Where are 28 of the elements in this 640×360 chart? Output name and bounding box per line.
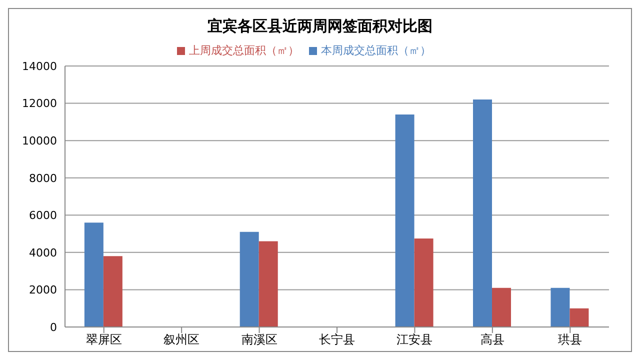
bar <box>473 100 492 327</box>
chart-title: 宜宾各区县近两周网签面积对比图 <box>206 16 434 37</box>
x-tick-label: 高县 <box>480 332 504 347</box>
legend-label: 上周成交总面积（㎡） <box>189 44 299 57</box>
y-tick-label: 4000 <box>29 246 57 260</box>
y-tick-label: 12000 <box>22 97 57 110</box>
x-tick-label: 翠屏区 <box>86 332 122 347</box>
y-tick-label: 0 <box>50 320 57 334</box>
bar <box>414 238 434 327</box>
bar <box>258 241 278 327</box>
x-tick-label: 珙县 <box>558 332 582 347</box>
bar <box>550 288 570 327</box>
x-tick-label: 长宁县 <box>319 332 355 347</box>
x-tick-label: 南溪区 <box>241 332 278 347</box>
bar <box>570 308 589 327</box>
bar <box>240 232 259 327</box>
y-tick-label: 2000 <box>29 284 57 297</box>
bar <box>395 114 414 327</box>
bar <box>492 288 511 327</box>
bar <box>103 256 122 327</box>
x-tick-label: 江安县 <box>396 332 433 347</box>
y-tick-label: 14000 <box>22 60 57 73</box>
x-tick-label: 叙州区 <box>164 332 200 347</box>
y-tick-label: 6000 <box>29 209 57 222</box>
y-tick-label: 8000 <box>29 172 57 185</box>
y-tick-label: 10000 <box>22 134 57 148</box>
bar <box>84 222 104 327</box>
legend-label: 本周成交总面积（㎡） <box>321 44 431 57</box>
